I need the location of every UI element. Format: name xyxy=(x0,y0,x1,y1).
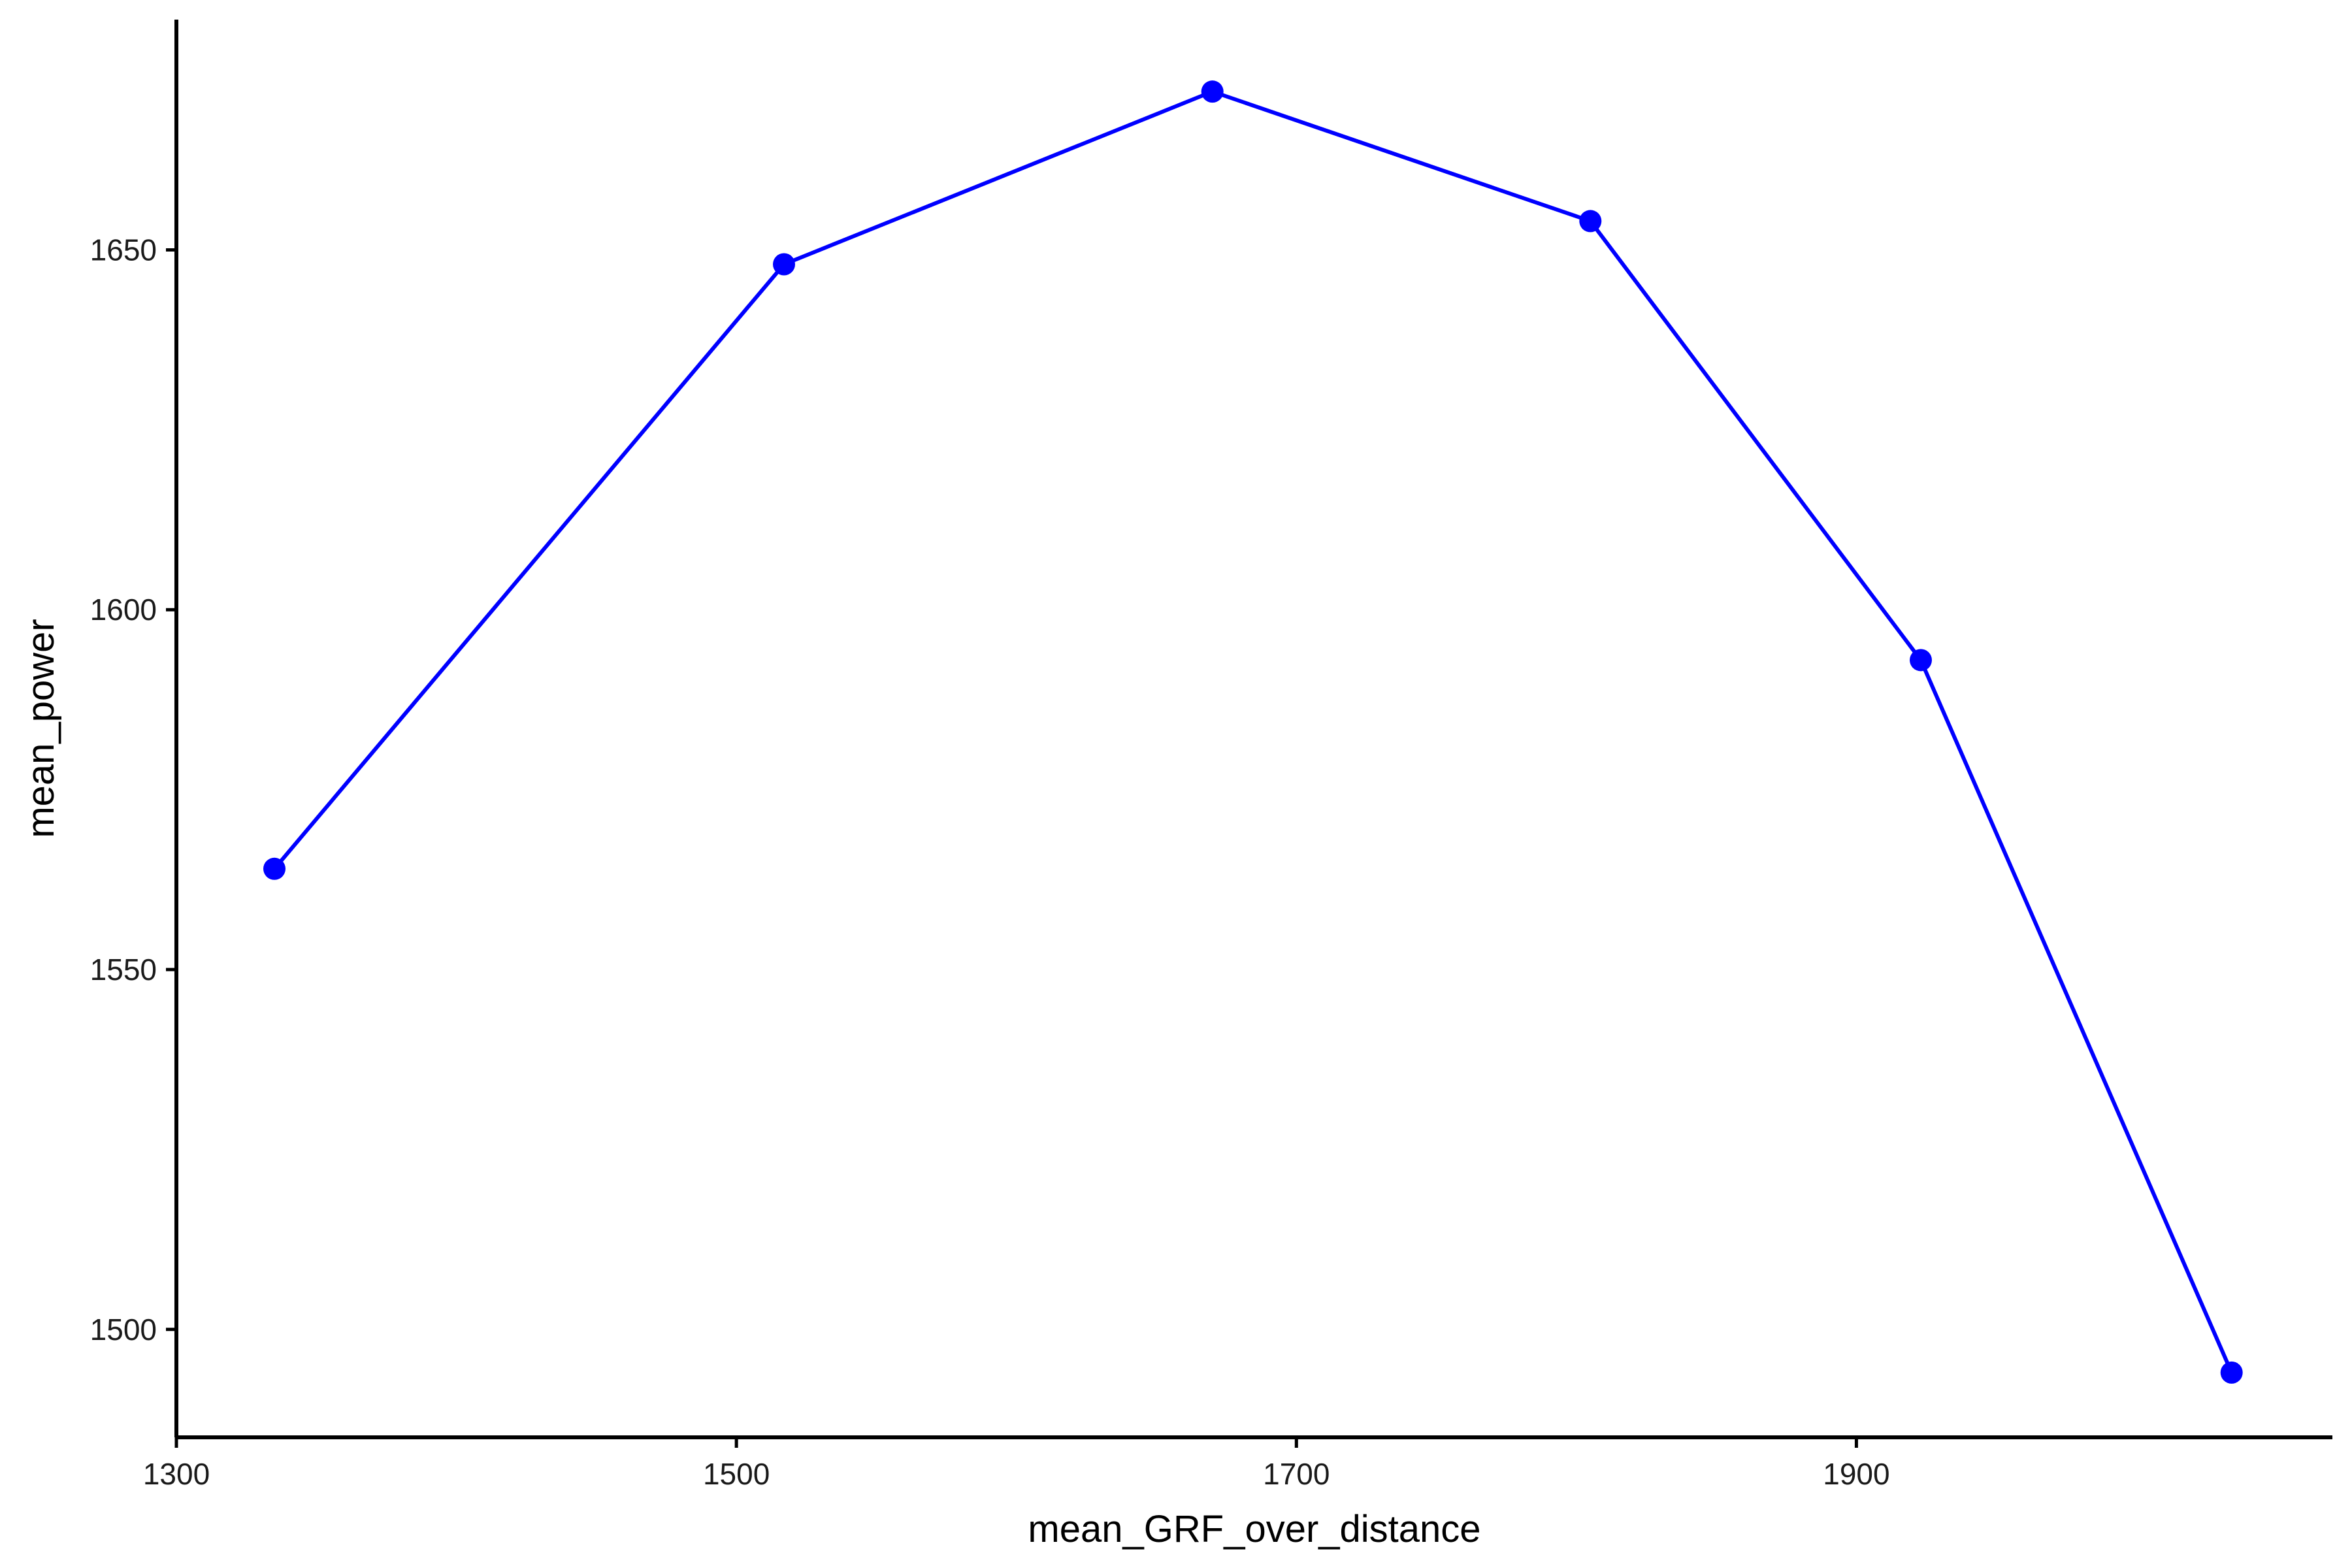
x-tick-label: 1500 xyxy=(703,1457,770,1491)
series-group xyxy=(263,80,2243,1384)
y-axis-title: mean_power xyxy=(20,619,62,838)
y-tick-label: 1600 xyxy=(90,593,157,627)
data-point xyxy=(1201,80,1224,103)
x-axis-title: mean_GRF_over_distance xyxy=(1028,1508,1480,1550)
y-tick-label: 1550 xyxy=(90,953,157,987)
x-tick-label: 1700 xyxy=(1263,1457,1330,1491)
series-line xyxy=(272,90,2234,1375)
y-tick-label: 1650 xyxy=(90,233,157,267)
x-tick-label: 1900 xyxy=(1823,1457,1889,1491)
data-point xyxy=(263,857,286,880)
axes-group: 1300 1500 1700 1900 1500 1550 1600 1650 xyxy=(90,20,2332,1491)
x-tick-label: 1300 xyxy=(143,1457,210,1491)
data-point xyxy=(2220,1361,2243,1384)
data-point xyxy=(773,253,795,276)
y-tick-label: 1500 xyxy=(90,1313,157,1347)
data-point xyxy=(1910,649,1932,672)
data-point xyxy=(1579,210,1602,233)
